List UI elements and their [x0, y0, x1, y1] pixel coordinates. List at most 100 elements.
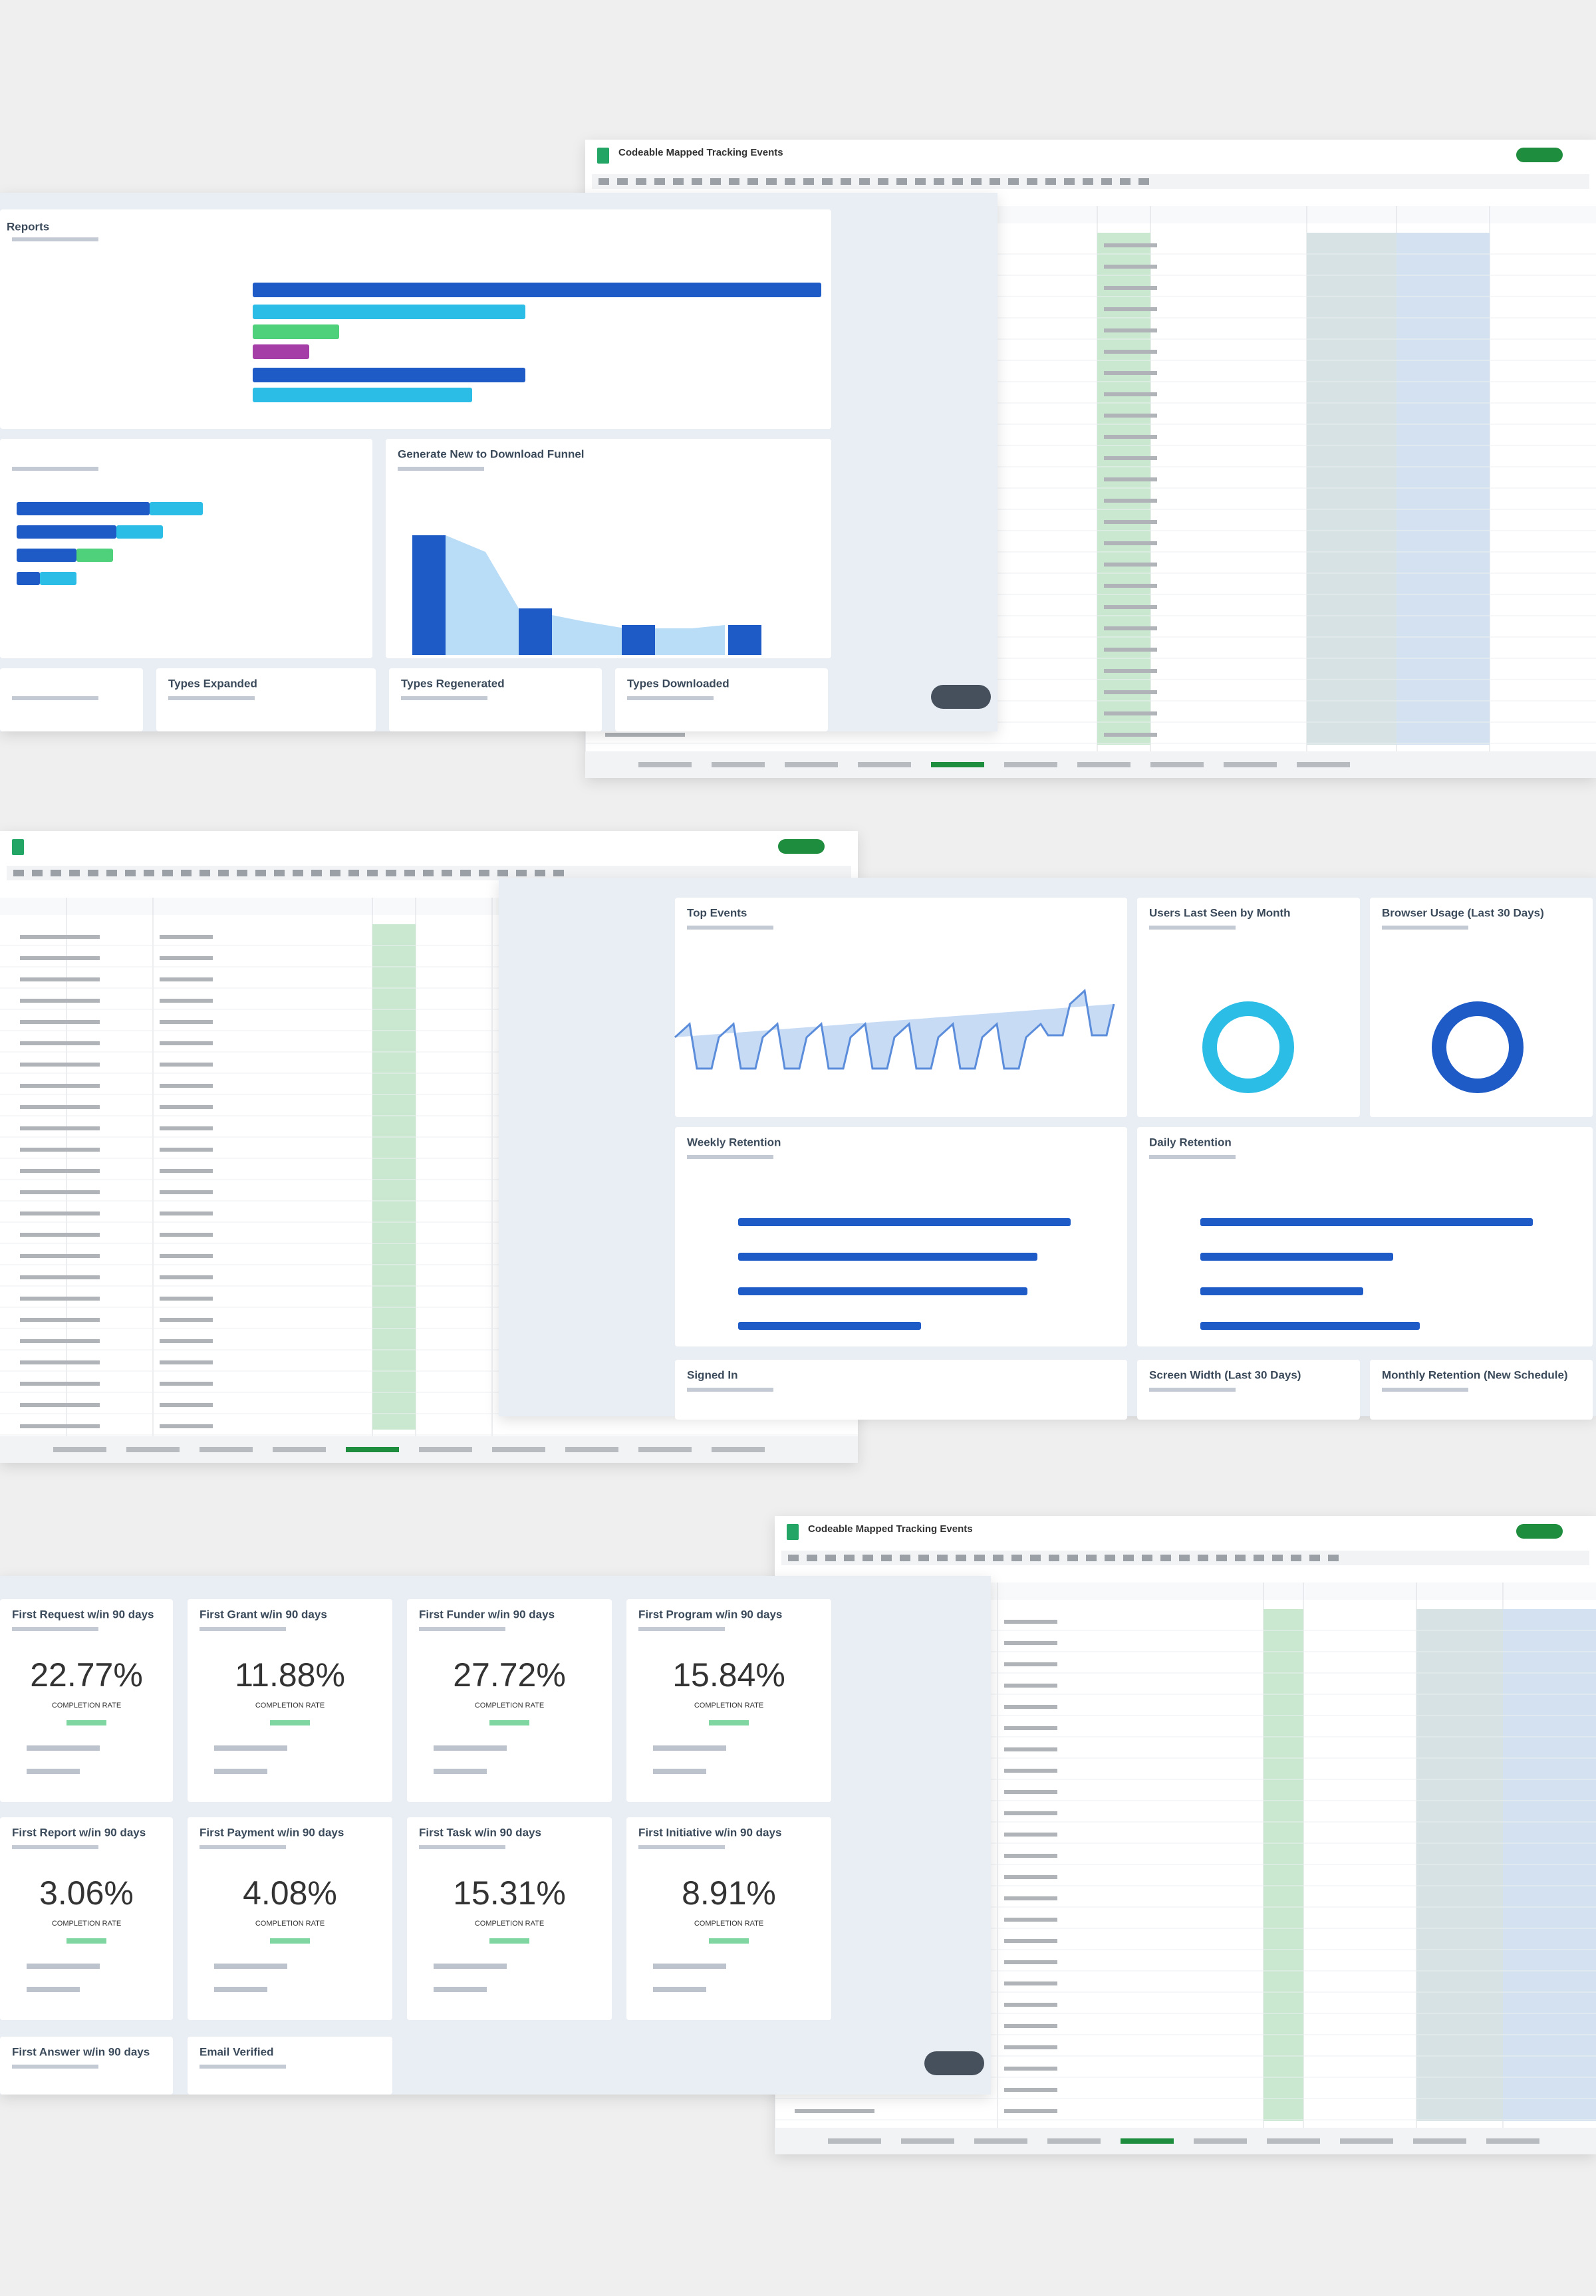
cell-text [20, 1105, 100, 1109]
sheet-tab[interactable] [565, 1447, 618, 1452]
toolbar-icon [106, 870, 117, 876]
panel-subtitle [1382, 926, 1468, 930]
completion-rate: 4.08% [243, 1874, 337, 1912]
panel-subtitle [1149, 926, 1236, 930]
sheet-tab[interactable] [785, 762, 838, 767]
sheet-tab[interactable] [1224, 762, 1277, 767]
bar-shape [1200, 1218, 1533, 1226]
funnel-area [446, 535, 725, 655]
sheet-tab[interactable] [1004, 762, 1057, 767]
delta-indicator [489, 1720, 529, 1725]
sheet-tab[interactable] [974, 2138, 1027, 2144]
toolbar-icon [673, 178, 684, 185]
cell-text [20, 1233, 100, 1237]
sheet-tab[interactable] [638, 1447, 692, 1452]
sheet-tab[interactable] [1121, 2138, 1174, 2144]
step-label [434, 1769, 487, 1774]
panel-subtitle [627, 696, 714, 700]
sheet-tab[interactable] [712, 762, 765, 767]
layer: Codeable Mapped Tracking Events Codeable … [0, 140, 1596, 2154]
sheet-tab[interactable] [200, 1447, 253, 1452]
toolbar-icon [993, 1555, 1003, 1561]
step-label [27, 1964, 100, 1969]
cell-text [1104, 584, 1157, 588]
panel-title: Signed In [687, 1368, 738, 1381]
cell-text [1104, 414, 1157, 418]
sheet-tab[interactable] [1413, 2138, 1466, 2144]
toolbar-icon [553, 870, 564, 876]
sheet-tab[interactable] [1077, 762, 1130, 767]
toolbar-icon [255, 870, 266, 876]
delta-indicator [66, 1938, 106, 1944]
dashboard-title: Reports [7, 220, 49, 233]
cell-text [160, 977, 213, 981]
toggle[interactable] [924, 2051, 984, 2075]
bar-shape [116, 525, 163, 539]
toolbar-icon [1138, 178, 1149, 185]
cell-text [20, 1212, 100, 1215]
cell-text [605, 733, 685, 737]
sheet-title: Codeable Mapped Tracking Events [808, 1523, 973, 1535]
sheet-tab[interactable] [828, 2138, 881, 2144]
sheet-tab[interactable] [1150, 762, 1204, 767]
share-button[interactable] [778, 839, 825, 854]
sheet-tab[interactable] [1267, 2138, 1320, 2144]
cell-text [1104, 711, 1157, 715]
toolbar-icon [1291, 1555, 1301, 1561]
share-button[interactable] [1516, 148, 1563, 162]
cell-text [1004, 2024, 1057, 2028]
step-label [653, 1964, 726, 1969]
toolbar-icon [218, 870, 229, 876]
toolbar-icon [1160, 1555, 1171, 1561]
sheet-tab[interactable] [1047, 2138, 1101, 2144]
sheet-tab[interactable] [901, 2138, 954, 2144]
toolbar-icon [766, 178, 777, 185]
sheet-tab[interactable] [126, 1447, 180, 1452]
sheet-tab[interactable] [346, 1447, 399, 1452]
sheet-tab[interactable] [1486, 2138, 1539, 2144]
bar-shape [40, 572, 76, 585]
cell-text [1004, 1918, 1057, 1922]
bar-shape [738, 1322, 921, 1330]
toolbar-icon [937, 1555, 948, 1561]
bar-shape [738, 1253, 1037, 1261]
panel-title: Types Regenerated [401, 677, 505, 690]
toolbar-icon [825, 1555, 836, 1561]
sheet-tab[interactable] [273, 1447, 326, 1452]
share-button[interactable] [1516, 1524, 1563, 1539]
sheet-tab[interactable] [638, 762, 692, 767]
panel-subtitle [1149, 1155, 1236, 1159]
bar-shape [253, 388, 472, 402]
toolbar-icon [460, 870, 471, 876]
toggle[interactable] [931, 685, 991, 709]
sheet-tab[interactable] [712, 1447, 765, 1452]
toolbar-icon [881, 1555, 892, 1561]
cell-text [20, 1063, 100, 1067]
sheet-tab[interactable] [1297, 762, 1350, 767]
sheet-tab[interactable] [419, 1447, 472, 1452]
panel-subtitle [12, 1627, 98, 1631]
panel-subtitle [638, 1845, 725, 1849]
toolbar-icon [990, 178, 1000, 185]
cell-text [160, 1403, 213, 1407]
panel-subtitle [200, 1627, 286, 1631]
toolbar-icon [274, 870, 285, 876]
toolbar-icon [1179, 1555, 1190, 1561]
sheet-title: Codeable Mapped Tracking Events [618, 147, 783, 158]
toolbar-icon [747, 178, 758, 185]
sheet-tab[interactable] [1340, 2138, 1393, 2144]
sheet-tab[interactable] [53, 1447, 106, 1452]
panel-subtitle [419, 1627, 505, 1631]
panel-title: First Report w/in 90 days [12, 1826, 146, 1839]
cell-text [20, 1297, 100, 1301]
sheet-tab[interactable] [858, 762, 911, 767]
step-label [214, 1769, 267, 1774]
cell-text [795, 2109, 874, 2113]
cell-text [160, 1020, 213, 1024]
panel-subtitle [687, 1155, 773, 1159]
toolbar-icon [1086, 1555, 1097, 1561]
sheet-tab[interactable] [1194, 2138, 1247, 2144]
sheet-tab[interactable] [492, 1447, 545, 1452]
sheet-tab[interactable] [931, 762, 984, 767]
